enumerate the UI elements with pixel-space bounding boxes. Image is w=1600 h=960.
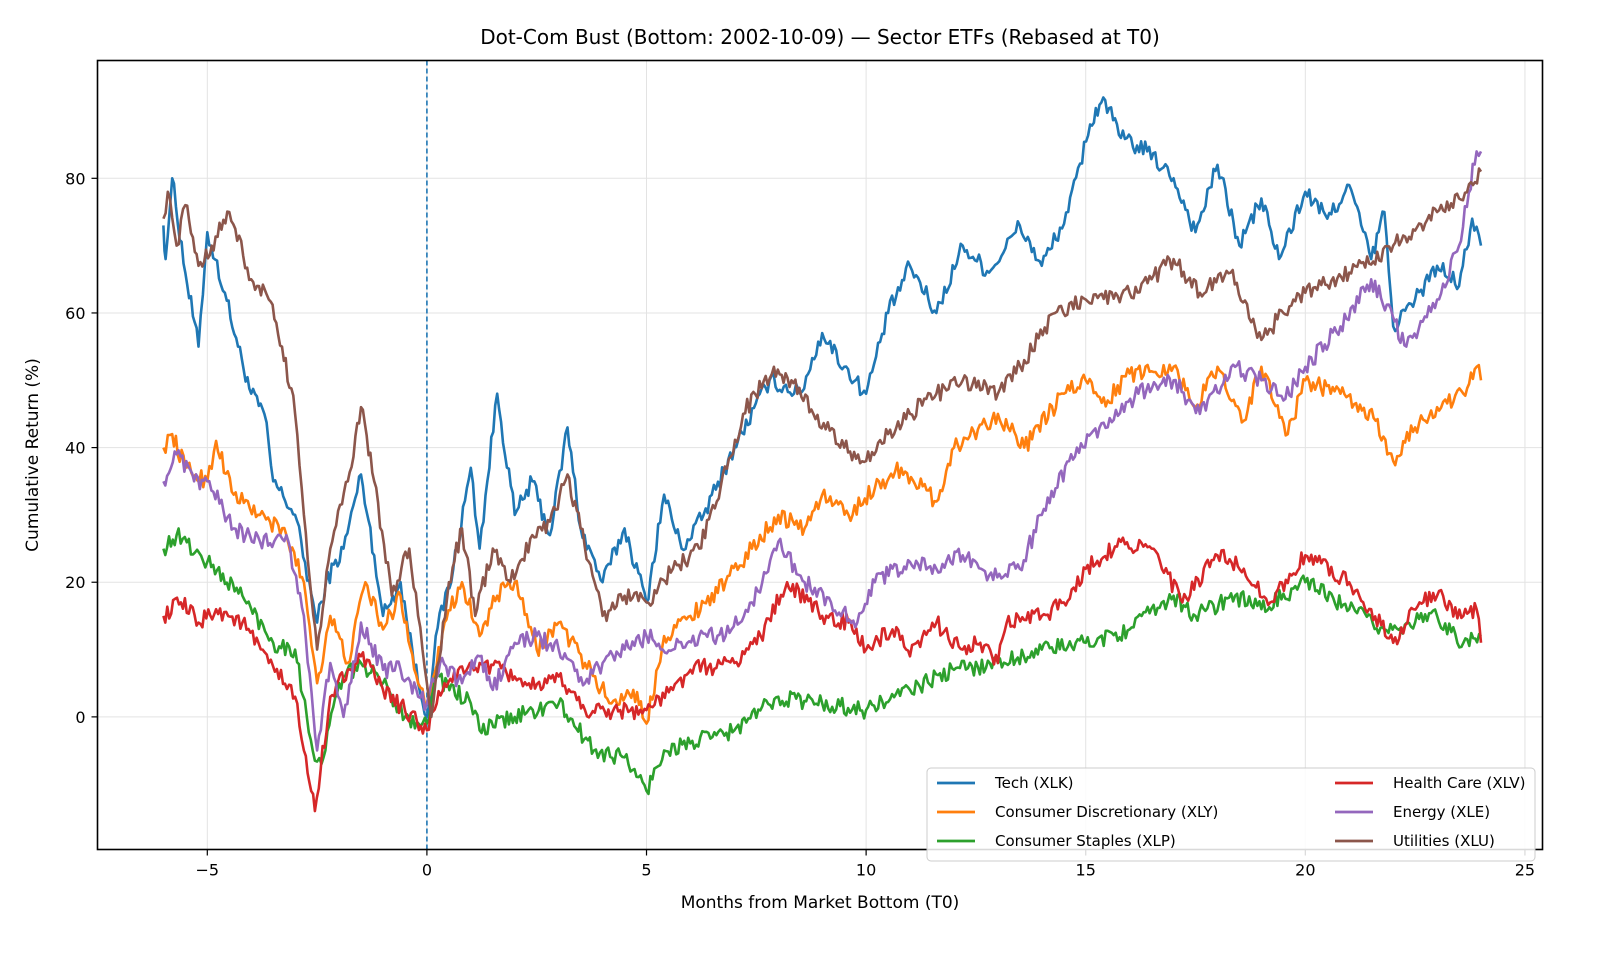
x-axis: −5 0 5 10 15 20 25 bbox=[196, 849, 1535, 880]
y-tick-label: 60 bbox=[65, 304, 85, 323]
legend-label: Health Care (XLV) bbox=[1393, 774, 1525, 792]
x-tick-label: −5 bbox=[196, 861, 220, 880]
series-line-consumer-staples-xlp bbox=[162, 527, 1482, 796]
series-line-utilities-xlu bbox=[162, 167, 1483, 719]
y-tick-label: 0 bbox=[75, 708, 85, 727]
chart-title: Dot-Com Bust (Bottom: 2002-10-09) — Sect… bbox=[480, 25, 1160, 49]
series-layer bbox=[162, 96, 1483, 813]
legend-label: Consumer Discretionary (XLY) bbox=[995, 803, 1218, 821]
legend-item: Energy (XLE) bbox=[1335, 803, 1490, 821]
legend-label: Consumer Staples (XLP) bbox=[995, 832, 1176, 850]
x-tick-label: 25 bbox=[1515, 861, 1535, 880]
series-line-health-care-xlv bbox=[162, 536, 1483, 813]
x-tick-label: 15 bbox=[1076, 861, 1096, 880]
plot-frame bbox=[96, 59, 1544, 851]
x-axis-label: Months from Market Bottom (T0) bbox=[681, 893, 960, 913]
legend: Tech (XLK) Consumer Discretionary (XLY) Co… bbox=[926, 767, 1536, 862]
x-tick-label: 5 bbox=[641, 861, 651, 880]
series-line-consumer-discretionary-xly bbox=[162, 363, 1483, 725]
legend-item: Consumer Discretionary (XLY) bbox=[937, 803, 1218, 821]
legend-item: Health Care (XLV) bbox=[1335, 774, 1525, 792]
legend-item: Utilities (XLU) bbox=[1335, 832, 1495, 850]
y-tick-label: 40 bbox=[65, 439, 85, 458]
x-tick-label: 10 bbox=[856, 861, 876, 880]
legend-item: Tech (XLK) bbox=[937, 774, 1074, 792]
legend-label: Utilities (XLU) bbox=[1393, 832, 1495, 850]
y-axis-label: Cumulative Return (%) bbox=[23, 358, 43, 552]
y-tick-label: 20 bbox=[65, 573, 85, 592]
x-tick-label: 0 bbox=[422, 861, 432, 880]
series-line-energy-xle bbox=[162, 150, 1483, 752]
x-tick-label: 20 bbox=[1295, 861, 1315, 880]
legend-label: Energy (XLE) bbox=[1393, 803, 1490, 821]
legend-item: Consumer Staples (XLP) bbox=[937, 832, 1176, 850]
legend-label: Tech (XLK) bbox=[994, 774, 1074, 792]
legend-box bbox=[926, 767, 1536, 862]
y-tick-label: 80 bbox=[65, 169, 85, 188]
series-line-tech-xlk bbox=[162, 96, 1483, 719]
y-axis: 0 20 40 60 80 bbox=[65, 169, 98, 727]
